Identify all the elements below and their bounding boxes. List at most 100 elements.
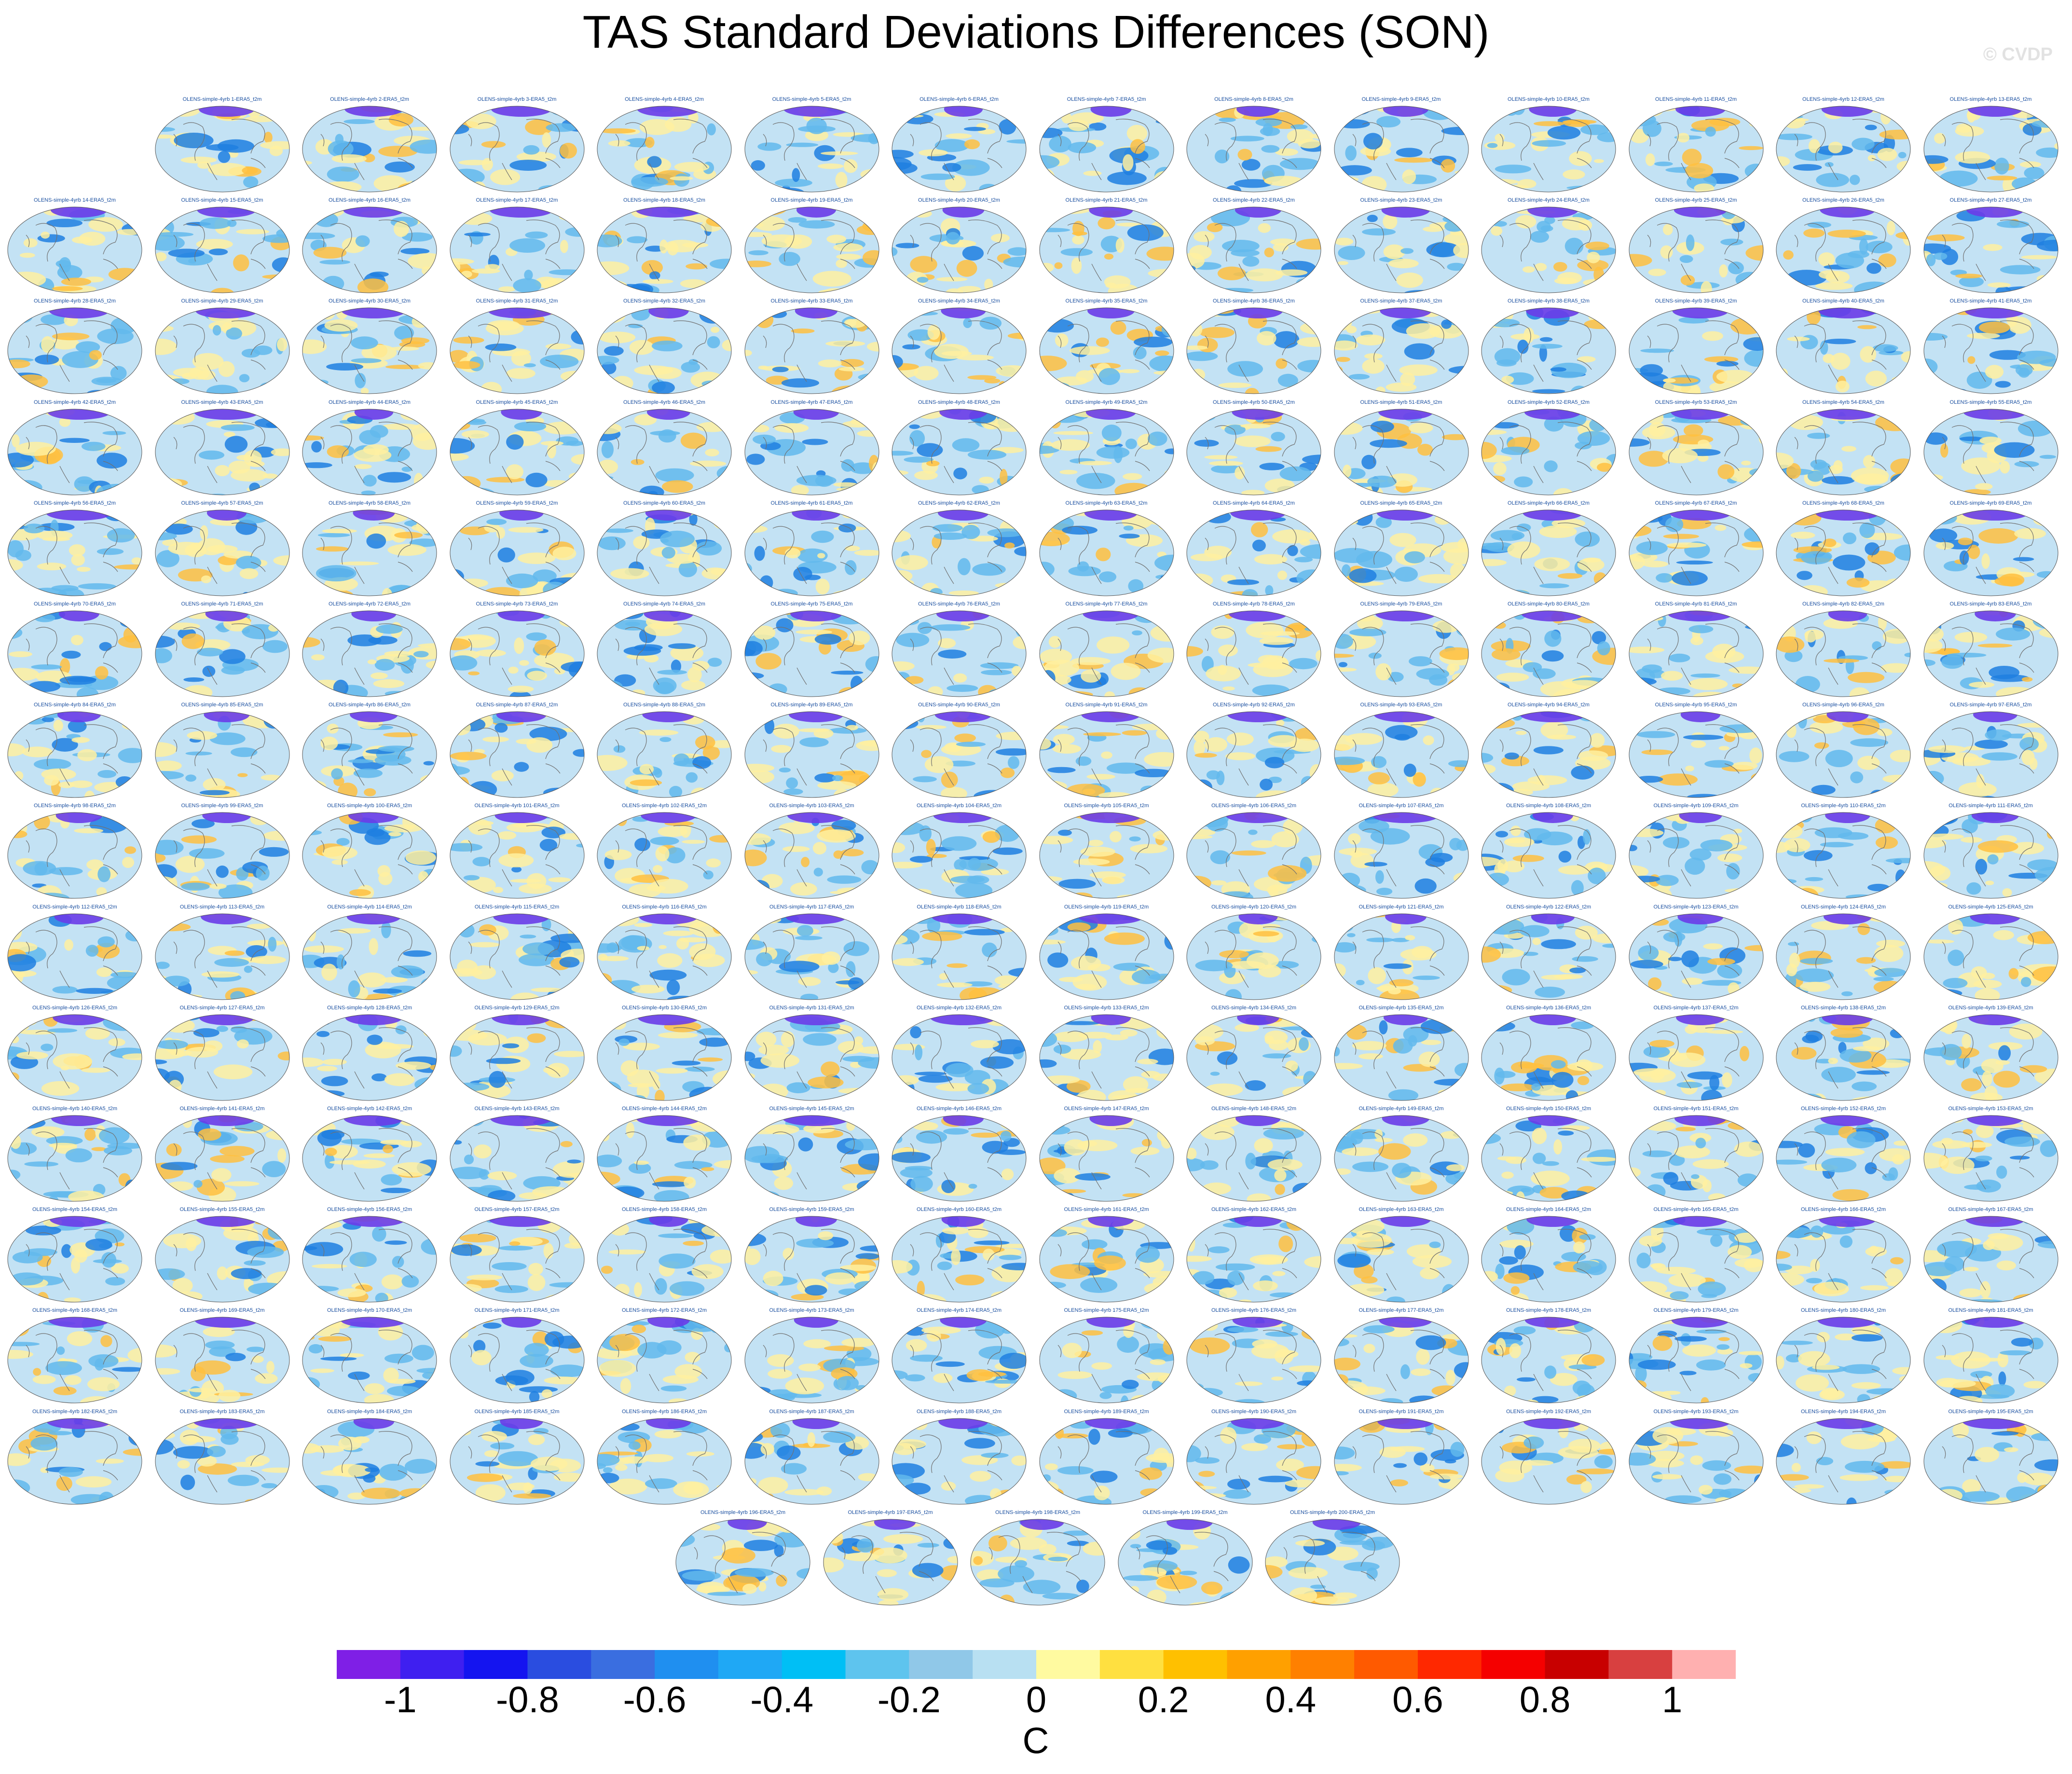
robinson-map xyxy=(1039,711,1174,798)
panel-title: OLENS-simple-4yrb 140-ERA5_t2m xyxy=(32,1106,118,1112)
robinson-map xyxy=(1334,206,1468,293)
robinson-map xyxy=(1629,409,1763,495)
robinson-map xyxy=(155,106,289,193)
map-panel: OLENS-simple-4yrb 20-ERA5_t2m xyxy=(889,197,1029,294)
robinson-map xyxy=(597,509,732,596)
map-panel: OLENS-simple-4yrb 18-ERA5_t2m xyxy=(594,197,734,294)
map-panel: OLENS-simple-4yrb 120-ERA5_t2m xyxy=(1184,904,1324,1001)
panel-title: OLENS-simple-4yrb 63-ERA5_t2m xyxy=(1065,500,1148,506)
panel-title: OLENS-simple-4yrb 102-ERA5_t2m xyxy=(621,803,707,809)
map-panel: OLENS-simple-4yrb 101-ERA5_t2m xyxy=(447,803,587,899)
panel-title: OLENS-simple-4yrb 68-ERA5_t2m xyxy=(1802,500,1884,506)
robinson-map xyxy=(155,409,289,495)
panel-title: OLENS-simple-4yrb 192-ERA5_t2m xyxy=(1506,1408,1592,1415)
map-panel: OLENS-simple-4yrb 49-ERA5_t2m xyxy=(1037,399,1177,496)
map-panel: OLENS-simple-4yrb 179-ERA5_t2m xyxy=(1626,1307,1766,1404)
robinson-map xyxy=(1923,509,2058,596)
map-panel: OLENS-simple-4yrb 142-ERA5_t2m xyxy=(300,1106,439,1202)
robinson-map xyxy=(302,106,437,193)
panel-title: OLENS-simple-4yrb 127-ERA5_t2m xyxy=(179,1004,265,1011)
robinson-map xyxy=(597,1115,732,1202)
robinson-map xyxy=(1776,307,1911,394)
robinson-map xyxy=(1334,913,1468,1000)
robinson-map xyxy=(1481,509,1616,596)
panel-title: OLENS-simple-4yrb 179-ERA5_t2m xyxy=(1653,1307,1739,1314)
robinson-map xyxy=(892,1115,1027,1202)
map-panel: OLENS-simple-4yrb 2-ERA5_t2m xyxy=(300,96,439,193)
robinson-map xyxy=(1039,1014,1174,1101)
map-panel: OLENS-simple-4yrb 100-ERA5_t2m xyxy=(300,803,439,899)
robinson-map xyxy=(1923,711,2058,798)
robinson-map xyxy=(302,409,437,495)
robinson-map xyxy=(892,711,1027,798)
robinson-map xyxy=(1039,610,1174,697)
map-panel: OLENS-simple-4yrb 23-ERA5_t2m xyxy=(1331,197,1471,294)
colorbar-swatch xyxy=(464,1650,528,1679)
map-panel: OLENS-simple-4yrb 176-ERA5_t2m xyxy=(1184,1307,1324,1404)
robinson-map xyxy=(302,1014,437,1101)
map-panel: OLENS-simple-4yrb 184-ERA5_t2m xyxy=(300,1409,439,1505)
panel-title: OLENS-simple-4yrb 49-ERA5_t2m xyxy=(1065,399,1148,405)
robinson-map xyxy=(1334,1216,1468,1303)
map-panel: OLENS-simple-4yrb 60-ERA5_t2m xyxy=(594,500,734,597)
robinson-map xyxy=(1039,1418,1174,1505)
map-panel: OLENS-simple-4yrb 112-ERA5_t2m xyxy=(5,904,145,1001)
panel-title: OLENS-simple-4yrb 106-ERA5_t2m xyxy=(1211,803,1297,809)
map-panel: OLENS-simple-4yrb 98-ERA5_t2m xyxy=(5,803,145,899)
map-panel: OLENS-simple-4yrb 65-ERA5_t2m xyxy=(1331,500,1471,597)
panel-title: OLENS-simple-4yrb 191-ERA5_t2m xyxy=(1358,1408,1444,1415)
robinson-map xyxy=(597,913,732,1000)
robinson-map xyxy=(892,509,1027,596)
robinson-map xyxy=(892,1418,1027,1505)
panel-title: OLENS-simple-4yrb 166-ERA5_t2m xyxy=(1800,1207,1886,1213)
colorbar-swatch xyxy=(1036,1650,1100,1679)
robinson-map xyxy=(744,106,879,193)
panel-title: OLENS-simple-4yrb 176-ERA5_t2m xyxy=(1211,1307,1297,1314)
map-panel: OLENS-simple-4yrb 30-ERA5_t2m xyxy=(300,298,439,395)
map-panel: OLENS-simple-4yrb 22-ERA5_t2m xyxy=(1184,197,1324,294)
robinson-map xyxy=(155,1418,289,1505)
map-panel: OLENS-simple-4yrb 71-ERA5_t2m xyxy=(152,601,292,698)
map-panel: OLENS-simple-4yrb 173-ERA5_t2m xyxy=(742,1307,882,1404)
robinson-map xyxy=(302,509,437,596)
map-panel: OLENS-simple-4yrb 170-ERA5_t2m xyxy=(300,1307,439,1404)
panel-title: OLENS-simple-4yrb 50-ERA5_t2m xyxy=(1213,399,1295,405)
map-panel: OLENS-simple-4yrb 183-ERA5_t2m xyxy=(152,1409,292,1505)
map-panel: OLENS-simple-4yrb 32-ERA5_t2m xyxy=(594,298,734,395)
map-panel: OLENS-simple-4yrb 44-ERA5_t2m xyxy=(300,399,439,496)
colorbar-swatch xyxy=(1545,1650,1609,1679)
robinson-map xyxy=(155,610,289,697)
robinson-map xyxy=(1629,812,1763,899)
panel-title: OLENS-simple-4yrb 144-ERA5_t2m xyxy=(621,1106,707,1112)
robinson-map xyxy=(155,206,289,293)
robinson-map xyxy=(302,1317,437,1403)
map-panel: OLENS-simple-4yrb 79-ERA5_t2m xyxy=(1331,601,1471,698)
map-panel: OLENS-simple-4yrb 113-ERA5_t2m xyxy=(152,904,292,1001)
robinson-map xyxy=(1334,307,1468,394)
panel-title: OLENS-simple-4yrb 138-ERA5_t2m xyxy=(1800,1004,1886,1011)
panel-title: OLENS-simple-4yrb 186-ERA5_t2m xyxy=(621,1408,707,1415)
panel-title: OLENS-simple-4yrb 187-ERA5_t2m xyxy=(769,1408,854,1415)
robinson-map xyxy=(1629,1014,1763,1101)
panel-title: OLENS-simple-4yrb 34-ERA5_t2m xyxy=(918,298,1000,304)
panel-title: OLENS-simple-4yrb 74-ERA5_t2m xyxy=(623,601,705,607)
robinson-map xyxy=(1776,610,1911,697)
panel-title: OLENS-simple-4yrb 53-ERA5_t2m xyxy=(1655,399,1737,405)
robinson-map xyxy=(450,1418,584,1505)
robinson-map xyxy=(450,1115,584,1202)
panel-title: OLENS-simple-4yrb 163-ERA5_t2m xyxy=(1358,1207,1444,1213)
robinson-map xyxy=(450,711,584,798)
panel-title: OLENS-simple-4yrb 139-ERA5_t2m xyxy=(1948,1004,2033,1011)
robinson-map xyxy=(7,1014,142,1101)
map-panel: OLENS-simple-4yrb 114-ERA5_t2m xyxy=(300,904,439,1001)
map-panel: OLENS-simple-4yrb 61-ERA5_t2m xyxy=(742,500,882,597)
robinson-map xyxy=(1186,913,1321,1000)
panel-title: OLENS-simple-4yrb 59-ERA5_t2m xyxy=(476,500,558,506)
panel-title: OLENS-simple-4yrb 18-ERA5_t2m xyxy=(623,197,705,204)
map-panel: OLENS-simple-4yrb 8-ERA5_t2m xyxy=(1184,96,1324,193)
robinson-map xyxy=(1334,1418,1468,1505)
robinson-map xyxy=(1481,610,1616,697)
robinson-map xyxy=(7,1418,142,1505)
robinson-map xyxy=(1481,307,1616,394)
map-panel: OLENS-simple-4yrb 92-ERA5_t2m xyxy=(1184,702,1324,798)
